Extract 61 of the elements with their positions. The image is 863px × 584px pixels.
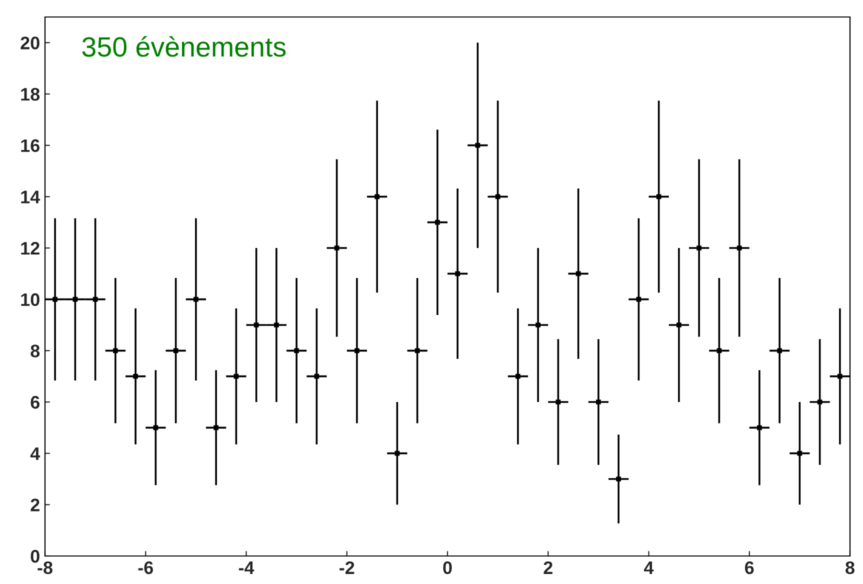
x-tick-label: 2 (544, 561, 552, 574)
y-tick-label: 14 (21, 190, 40, 204)
y-tick-label: 6 (30, 396, 40, 409)
point (374, 194, 380, 200)
point (817, 400, 822, 404)
point (676, 322, 682, 328)
point (495, 194, 500, 200)
point (173, 348, 178, 354)
point (394, 450, 400, 456)
point (757, 425, 762, 430)
point (314, 374, 320, 379)
point (777, 348, 782, 354)
point (475, 142, 480, 148)
point (113, 348, 118, 354)
y-tick-label: 10 (21, 293, 40, 306)
point (556, 400, 561, 404)
point (656, 194, 662, 200)
point (536, 322, 540, 328)
point (254, 322, 259, 328)
point (636, 296, 642, 302)
point (72, 296, 78, 302)
point (797, 450, 802, 456)
point (696, 246, 702, 250)
point (52, 296, 58, 302)
point (616, 476, 621, 482)
point (334, 246, 340, 250)
point (92, 296, 98, 302)
point (576, 271, 581, 276)
y-tick-label: 2 (30, 498, 40, 512)
point (596, 400, 601, 404)
x-tick-label: -4 (238, 562, 254, 574)
point (133, 374, 138, 379)
annotation: 350 évènements (82, 36, 286, 57)
point (274, 322, 279, 328)
x-tick-label: -8 (38, 561, 52, 574)
y-tick-label: 0 (30, 550, 40, 563)
y-tick-label: 20 (20, 36, 40, 50)
y-tick-label: 16 (21, 139, 40, 152)
point (214, 425, 218, 430)
point (516, 374, 520, 379)
point (736, 246, 742, 250)
point (294, 348, 299, 354)
point (716, 348, 722, 354)
point (455, 271, 460, 276)
x-tick-label: 8 (846, 561, 854, 574)
x-tick-label: 6 (745, 561, 754, 574)
point (838, 374, 842, 379)
x-tick-label: -2 (340, 561, 354, 574)
y-tick-label: 12 (21, 242, 40, 255)
point (234, 374, 239, 379)
y-tick-label: 18 (21, 88, 40, 101)
y-tick-label: 8 (30, 344, 40, 358)
point (435, 220, 440, 225)
x-tick-label: -6 (138, 561, 153, 574)
point (414, 348, 420, 354)
point (194, 296, 198, 302)
y-tick-label: 4 (30, 447, 40, 460)
point (153, 425, 158, 430)
x-tick-label: 4 (644, 562, 654, 574)
x-tick-label: 0 (443, 561, 452, 574)
point (354, 348, 360, 354)
